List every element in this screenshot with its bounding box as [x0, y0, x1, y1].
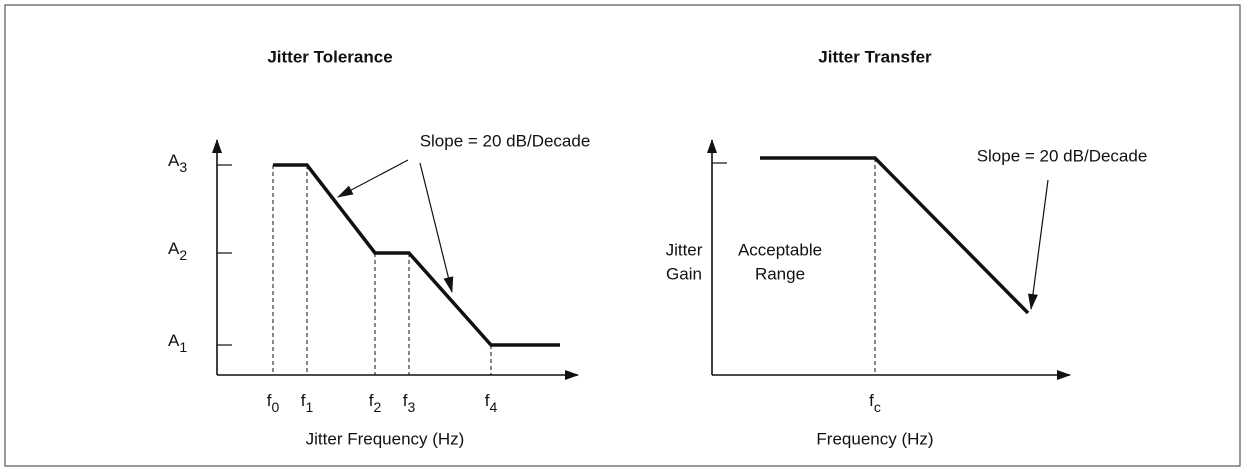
tick-label: f0: [267, 391, 280, 414]
pointer: [1028, 179, 1049, 310]
tick-label: A2: [168, 239, 187, 262]
frame: [4, 4, 1241, 467]
label-main: A: [168, 239, 180, 258]
label-sub: 1: [179, 339, 187, 355]
label-main: A: [168, 331, 180, 350]
transfer-curve: [760, 156, 1030, 315]
label-main: f: [301, 391, 306, 410]
tick-label: A1: [168, 331, 187, 354]
tick-label: A3: [168, 151, 187, 174]
slope-label: Slope = 20 dB/Decade: [420, 131, 591, 150]
tick-label: f4: [485, 391, 498, 414]
label-sub: 4: [489, 399, 497, 415]
x-label: Jitter Frequency (Hz): [306, 429, 465, 448]
tolerance-curve: [273, 163, 560, 347]
x-label: Frequency (Hz): [816, 429, 933, 448]
right-title: Jitter Transfer: [818, 47, 932, 66]
label-main: f: [869, 391, 874, 410]
label-main: f: [369, 391, 374, 410]
label-main: f: [485, 391, 490, 410]
label-sub: c: [874, 399, 881, 415]
y-label: Jitter: [666, 240, 703, 259]
pointer: [419, 162, 454, 293]
region-label: Acceptable: [738, 240, 822, 259]
label-sub: 2: [179, 247, 187, 263]
tick-label: fc: [869, 391, 881, 414]
tick-label: f2: [369, 391, 382, 414]
label-main: f: [267, 391, 272, 410]
label-sub: 0: [271, 399, 279, 415]
label-sub: 3: [179, 159, 187, 175]
label-sub: 1: [305, 399, 313, 415]
label-sub: 3: [407, 399, 415, 415]
region-label: Range: [755, 264, 805, 283]
tick-label: f3: [403, 391, 416, 414]
left-title: Jitter Tolerance: [267, 47, 392, 66]
tick-label: f1: [301, 391, 314, 414]
label-main: f: [403, 391, 408, 410]
slope-label: Slope = 20 dB/Decade: [977, 146, 1148, 165]
label-main: A: [168, 151, 180, 170]
pointer: [337, 159, 409, 198]
label-sub: 2: [373, 399, 381, 415]
y-label: Gain: [666, 264, 702, 283]
